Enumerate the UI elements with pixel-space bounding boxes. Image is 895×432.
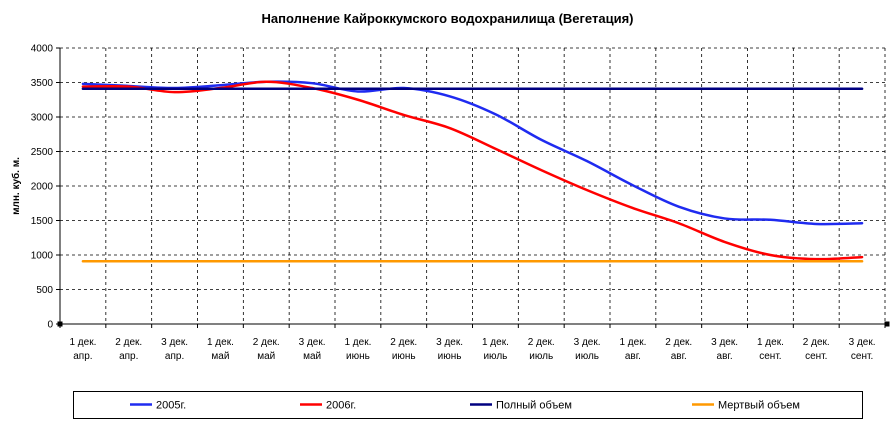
x-tick-label-month: авг.: [671, 351, 687, 362]
x-tick-label-decade: 2 дек.: [253, 337, 280, 348]
x-tick-label-month: июль: [483, 351, 507, 362]
x-tick-label-month: авг.: [625, 351, 641, 362]
x-tick-label-month: апр.: [165, 351, 184, 362]
x-tick-label-decade: 3 дек.: [574, 337, 601, 348]
x-tick-label-month: июнь: [346, 351, 370, 362]
x-tick-label-month: май: [303, 351, 321, 362]
x-tick-label-decade: 3 дек.: [436, 337, 463, 348]
x-tick-label-month: апр.: [119, 351, 138, 362]
legend-label: Полный объем: [496, 400, 572, 412]
series-line-1: [81, 80, 864, 226]
x-tick-label-decade: 3 дек.: [849, 337, 876, 348]
x-tick-label-month: июнь: [438, 351, 462, 362]
x-tick-label-decade: 2 дек.: [390, 337, 417, 348]
x-tick-label-month: сент.: [805, 351, 827, 362]
x-tick-label-month: сент.: [851, 351, 873, 362]
legend: 2005г. 2006г. Полный объем Мертвый объем: [73, 391, 863, 419]
x-tick-label-month: июль: [529, 351, 553, 362]
x-tick-label-decade: 1 дек.: [207, 337, 234, 348]
x-tick-label-decade: 1 дек.: [482, 337, 509, 348]
x-tick-label-decade: 3 дек.: [161, 337, 188, 348]
legend-label: Мертвый объем: [718, 400, 800, 412]
y-tick-label: 500: [36, 285, 53, 296]
axes: [56, 47, 886, 328]
y-tick-label: 2000: [31, 182, 54, 193]
legend-label: 2005г.: [156, 400, 186, 412]
x-tick-label-month: июль: [575, 351, 599, 362]
x-tick-label-month: июнь: [392, 351, 416, 362]
x-tick-label-month: май: [211, 351, 229, 362]
x-tick-label-decade: 2 дек.: [115, 337, 142, 348]
x-tick-label-decade: 3 дек.: [299, 337, 326, 348]
x-tick-label-month: авг.: [717, 351, 733, 362]
y-tick-label: 2500: [31, 147, 54, 158]
legend-label: 2006г.: [326, 400, 356, 412]
x-tick-label-decade: 2 дек.: [528, 337, 555, 348]
x-tick-label-month: май: [257, 351, 275, 362]
y-tick-label: 3000: [31, 113, 54, 124]
y-tick-labels: 0 500 1000 1500 2000 2500 3000 3500 4000: [31, 44, 54, 331]
y-axis-label: млн. куб. м.: [10, 157, 22, 215]
x-tick-label-decade: 2 дек.: [803, 337, 830, 348]
gridlines: [60, 47, 886, 324]
x-tick-labels: 1 дек. апр. 2 дек. апр. 3 дек. апр. 1 дек. май 2…: [69, 337, 875, 362]
y-tick-label: 3500: [31, 78, 54, 89]
series-lines: [81, 80, 864, 263]
x-tick-label-decade: 1 дек.: [757, 337, 784, 348]
x-tick-label-decade: 1 дек.: [344, 337, 371, 348]
chart-title: Наполнение Кайроккумского водохранилища …: [262, 11, 634, 26]
x-tick-label-decade: 2 дек.: [665, 337, 692, 348]
axis-selection-handle-left: [57, 321, 63, 327]
legend-box: [73, 391, 863, 419]
x-tick-label-decade: 3 дек.: [711, 337, 738, 348]
y-tick-label: 4000: [31, 44, 54, 55]
x-tick-label-decade: 1 дек.: [69, 337, 96, 348]
y-tick-label: 0: [47, 320, 53, 331]
axis-selection-handle-right: [884, 321, 890, 327]
x-tick-label-month: сент.: [759, 351, 781, 362]
x-tick-label-month: апр.: [73, 351, 92, 362]
x-tick-label-decade: 1 дек.: [619, 337, 646, 348]
y-tick-label: 1000: [31, 251, 54, 262]
y-tick-label: 1500: [31, 216, 54, 227]
